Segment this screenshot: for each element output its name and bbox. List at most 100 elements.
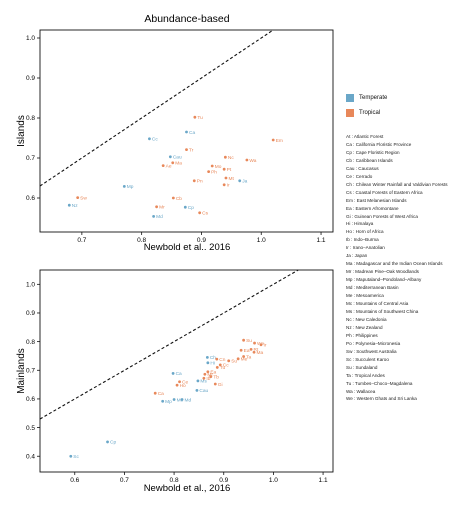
data-point — [185, 148, 188, 152]
abbreviation-item: Cp : Cape Floristic Region — [346, 149, 400, 155]
data-point — [205, 355, 209, 359]
data-point — [222, 183, 226, 187]
panel1-title: Abundance-based — [144, 13, 229, 25]
data-point — [227, 359, 231, 363]
data-point-label: Mp — [165, 399, 172, 405]
abbreviation-item: Cb : Caribbean Islands — [346, 157, 393, 163]
data-point — [161, 399, 165, 403]
y-tick-label: 0.4 — [26, 453, 35, 460]
data-point-label: Ch — [210, 355, 216, 361]
data-point — [271, 138, 275, 142]
data-point — [196, 379, 200, 383]
data-point-label: Ma — [257, 350, 264, 356]
data-point-label: Ae — [166, 163, 172, 169]
data-point — [259, 343, 263, 347]
data-point-label: Ho — [180, 383, 186, 389]
data-point-label: Ma — [175, 161, 182, 167]
data-point-label: Ea — [244, 348, 250, 354]
data-point-label: Cc — [223, 363, 229, 369]
data-point — [171, 372, 175, 375]
data-point — [206, 361, 210, 365]
data-point — [207, 170, 211, 174]
abbreviation-item: Mp : Maputaland–Pondoland–Albany — [346, 277, 422, 283]
abbreviation-item: At : Atlantic Forest — [346, 134, 384, 139]
data-point — [242, 355, 246, 358]
data-point-label: Cn — [219, 357, 225, 363]
data-point-label: Md — [156, 214, 163, 220]
panel2-reference-line — [39, 269, 299, 420]
panel2-ylabel: Mainlands — [16, 348, 27, 394]
abbreviation-item: Md : Mediterranean Basin — [346, 285, 399, 291]
abbreviation-item: Cs : Coastal Forests of Eastern Africa — [346, 189, 423, 195]
x-tick-label: 0.7 — [77, 237, 86, 244]
data-point-label: Su — [231, 359, 237, 365]
data-point-label: Wa — [249, 158, 256, 164]
abbreviation-item: Em : East Melanesian Islands — [346, 197, 407, 203]
abbreviation-item: Tu : Tumbes–Choco–Magdalena — [346, 380, 413, 386]
data-point — [206, 370, 210, 374]
data-point — [171, 161, 175, 165]
data-point — [245, 158, 249, 162]
x-tick-label: 1.1 — [319, 477, 328, 484]
x-tick-label: 1.1 — [317, 237, 326, 244]
abbreviation-item: Ma : Madagascar and the Indian Ocean Isl… — [346, 261, 443, 267]
legend-swatch-temperate — [346, 94, 354, 102]
data-point — [106, 440, 109, 444]
panel2-xlabel: Newbold et al., 2016 — [144, 483, 231, 494]
y-tick-label: 0.6 — [26, 195, 35, 202]
y-tick-label: 0.7 — [26, 367, 35, 374]
x-tick-label: 0.9 — [197, 237, 206, 244]
data-point-label: Ca — [176, 371, 182, 377]
data-point — [242, 338, 246, 342]
data-point-label: Pt — [227, 167, 232, 173]
data-point-label: Ib — [206, 376, 210, 382]
y-tick-label: 0.8 — [26, 339, 35, 346]
data-point-label: Ms — [200, 379, 207, 385]
y-tick-label: 0.9 — [26, 75, 35, 82]
data-point-label: Ir — [263, 343, 266, 349]
data-point-label: Cau — [199, 388, 208, 394]
abbreviation-item: Ce : Cerrado — [346, 173, 373, 179]
data-point — [178, 380, 181, 384]
abbreviation-item: Ib : Indo–Burma — [346, 237, 379, 243]
legend-temperate: Temperate — [346, 92, 472, 104]
data-point — [180, 398, 184, 401]
abbreviation-item: Ea : Eastern Afromontane — [346, 205, 399, 211]
data-point-label: Ea — [210, 370, 216, 376]
abbreviation-item: Nz : New Zealand — [346, 324, 383, 330]
abbreviation-item: Wa : Wallacea — [346, 388, 376, 394]
panel1-frame — [39, 29, 334, 233]
legend-tropical: Tropical — [346, 107, 472, 119]
abbreviation-item: Ca : California Floristic Province — [346, 141, 412, 147]
y-tick-label: 0.7 — [26, 155, 35, 162]
data-point — [249, 347, 253, 351]
data-point-label: Cp — [110, 440, 116, 446]
abbreviation-item: Mc : Mountains of Central Asia — [346, 301, 409, 307]
abbreviation-item: We : Western Ghats and Sri Lanka — [346, 396, 417, 402]
data-point — [168, 155, 172, 159]
legend-swatch-tropical — [346, 109, 354, 117]
data-point — [69, 454, 73, 458]
panel1-xlabel: Newbold et al.. 2016 — [144, 242, 231, 253]
x-tick-label: 0.8 — [170, 477, 179, 484]
y-tick-label: 0.6 — [26, 396, 35, 403]
y-tick-label: 1.0 — [26, 35, 35, 42]
data-point — [238, 179, 242, 183]
data-point-label: Cs — [202, 211, 208, 217]
data-point — [161, 164, 165, 168]
data-point-label: Pn — [197, 179, 203, 185]
x-tick-label: 1.0 — [257, 237, 266, 244]
x-tick-label: 1.0 — [269, 477, 278, 484]
data-point-label: Em — [276, 138, 283, 144]
data-point-label: Mt — [228, 176, 234, 182]
data-point — [213, 382, 217, 386]
data-point-label: Tu — [197, 115, 203, 121]
data-point — [215, 357, 219, 361]
panel2-frame — [39, 269, 334, 473]
data-point — [202, 376, 206, 380]
data-point-label: Sc — [73, 454, 79, 460]
abbreviation-item: Su : Sundaland — [346, 364, 378, 370]
data-point — [153, 391, 157, 395]
